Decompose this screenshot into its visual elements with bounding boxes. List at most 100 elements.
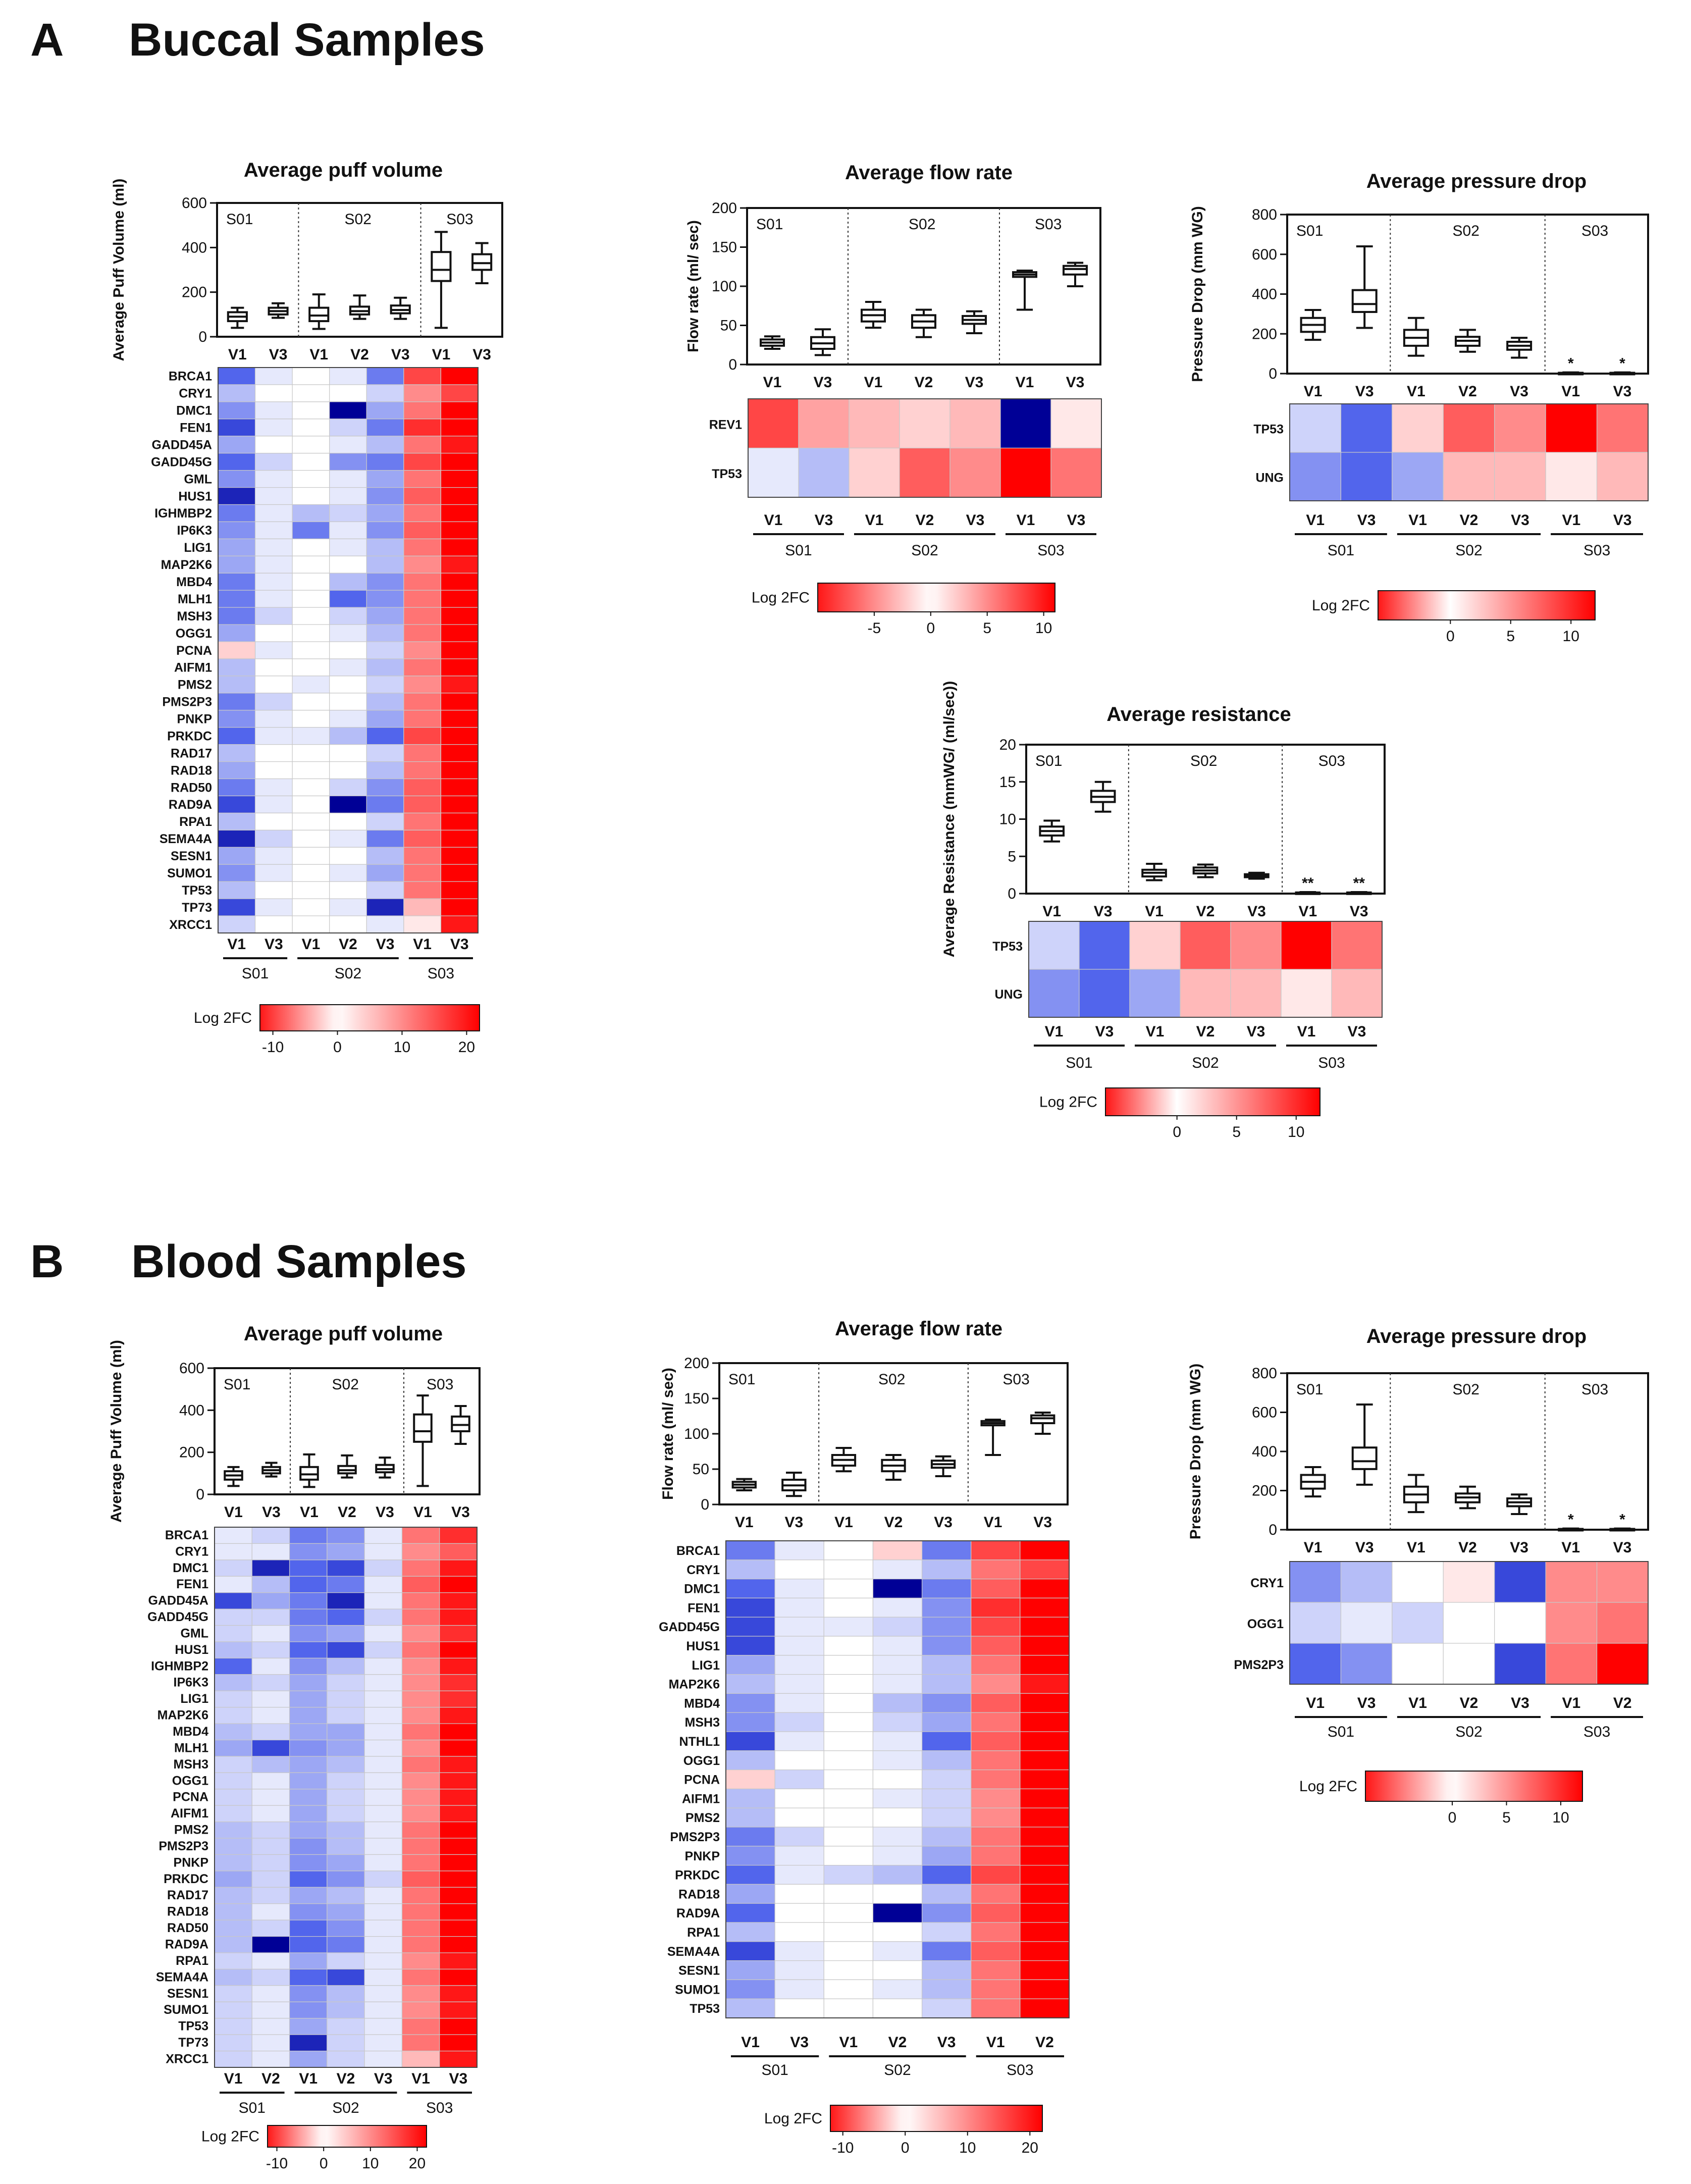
- heatmap-cell: [823, 1941, 874, 1961]
- x-tick-label: V3: [1066, 374, 1085, 391]
- heatmap-cell: [218, 487, 256, 505]
- heatmap-cell: [366, 795, 404, 814]
- colorbar-tick-label: 5: [1506, 628, 1515, 645]
- heatmap-cell: [971, 1770, 1021, 1790]
- heatmap-cell: [254, 555, 293, 574]
- y-tick-label: 100: [684, 1426, 709, 1442]
- heatmap-cell: [364, 1641, 403, 1658]
- heatmap-cell: [251, 1608, 290, 1626]
- heatmap-cell: [725, 1827, 775, 1847]
- heatmap-cell: [251, 1968, 290, 1986]
- heatmap-cell: [774, 1884, 824, 1904]
- heatmap-cell: [440, 367, 479, 385]
- heatmap-cell: [440, 504, 479, 523]
- panel-a-letter: A: [30, 14, 64, 66]
- heatmap-cell: [725, 1941, 775, 1961]
- column-label: V1: [1562, 1695, 1581, 1711]
- gene-label: MBD4: [176, 575, 212, 589]
- heatmap-cell: [329, 401, 367, 420]
- heatmap-cell: [774, 1636, 824, 1656]
- heatmap-cell: [921, 1693, 972, 1713]
- box-1: V1: [731, 1478, 757, 1531]
- panel-a-title: Buccal Samples: [129, 14, 485, 66]
- column-label: V3: [376, 936, 395, 953]
- group-label: S02: [335, 965, 361, 982]
- heatmap-cell: [725, 1674, 775, 1694]
- heatmap-cell: [401, 1543, 440, 1561]
- heatmap-cell: [725, 1960, 775, 1981]
- heatmap-cell: [403, 641, 442, 659]
- gene-label: PNKP: [177, 712, 212, 726]
- heatmap-cell: [949, 398, 1001, 449]
- heatmap-cell: [725, 1903, 775, 1923]
- heatmap-cell: [218, 761, 256, 779]
- gene-label: BRCA1: [165, 1528, 208, 1542]
- heatmap-cell: [292, 384, 330, 402]
- gene-label: OGG1: [176, 627, 212, 641]
- x-tick-label: V3: [1510, 383, 1528, 400]
- heatmap-cell: [774, 1693, 824, 1713]
- heatmap-cell: [327, 1723, 365, 1741]
- heatmap-cell: [214, 1690, 252, 1708]
- x-tick-label: V1: [1145, 903, 1164, 920]
- heatmap-cell: [366, 898, 404, 916]
- heatmap-cell: [289, 1985, 328, 2002]
- colorbar-tick-label: 10: [1552, 1809, 1569, 1826]
- heatmap-cell: [823, 1636, 874, 1656]
- heatmap-cell: [289, 1625, 328, 1642]
- heatmap-cell: [364, 1854, 403, 1871]
- gene-label: SESN1: [678, 1964, 720, 1978]
- heatmap-cell: [439, 1772, 478, 1790]
- heatmap-cell: [440, 419, 479, 437]
- x-tick-label: V3: [1355, 1539, 1374, 1556]
- gene-label: OGG1: [1247, 1617, 1284, 1631]
- heatmap-cell: [725, 1712, 775, 1732]
- gene-label: AIFM1: [171, 1806, 208, 1821]
- heatmap-cell: [366, 675, 404, 694]
- box-5: V3: [962, 310, 987, 391]
- heatmap-cell: [439, 1936, 478, 1953]
- heatmap-cell: [218, 847, 256, 865]
- heatmap-cell: [292, 607, 330, 625]
- heatmap-cell: [329, 658, 367, 677]
- colorbar-tick-label: -10: [266, 2155, 288, 2172]
- box-iqr: [308, 306, 330, 323]
- heatmap-cell: [251, 1919, 290, 1937]
- heatmap-cell: [823, 1807, 874, 1828]
- gene-label: PNKP: [685, 1849, 720, 1863]
- heatmap-cell: [439, 1641, 478, 1658]
- heatmap-cell: [971, 1750, 1021, 1771]
- x-tick-label: V2: [1458, 1539, 1477, 1556]
- heatmap-cell: [774, 1846, 824, 1866]
- heatmap-cell: [364, 1543, 403, 1561]
- heatmap-cell: [401, 1707, 440, 1724]
- colorbar-tick-label: 5: [1502, 1809, 1511, 1826]
- column-label: V1: [1408, 512, 1427, 529]
- heatmap-cell: [439, 1559, 478, 1577]
- heatmap-cell: [440, 812, 479, 830]
- heatmap-cell: [403, 419, 442, 437]
- x-tick-label: V1: [1042, 903, 1061, 920]
- heatmap-cell: [798, 398, 850, 449]
- heatmap-cell: [823, 1960, 874, 1981]
- colorbar-tick-label: 0: [901, 2140, 910, 2156]
- heatmap-cell: [364, 1887, 403, 1904]
- box-4: V2: [1192, 863, 1219, 920]
- x-tick-label: V1: [300, 1504, 319, 1521]
- heatmap-cell: [329, 675, 367, 694]
- box-2: V3: [1351, 1403, 1378, 1556]
- x-tick-label: V3: [269, 346, 288, 363]
- gene-label: RAD18: [171, 763, 212, 777]
- heatmap-cell: [254, 658, 293, 677]
- heatmap-cell: [254, 864, 293, 882]
- gene-label: HUS1: [175, 1643, 208, 1657]
- heatmap-cell: [327, 1641, 365, 1658]
- y-tick-label: 0: [701, 1496, 709, 1513]
- box-7: V3: [1030, 1412, 1055, 1531]
- heatmap-cell: [329, 487, 367, 505]
- heatmap-cell: [403, 384, 442, 402]
- heatmap-cell: [439, 1592, 478, 1609]
- heatmap-cell: [251, 2001, 290, 2019]
- chart-title: Average pressure drop: [1366, 1325, 1587, 1347]
- heatmap-cell: [823, 1674, 874, 1694]
